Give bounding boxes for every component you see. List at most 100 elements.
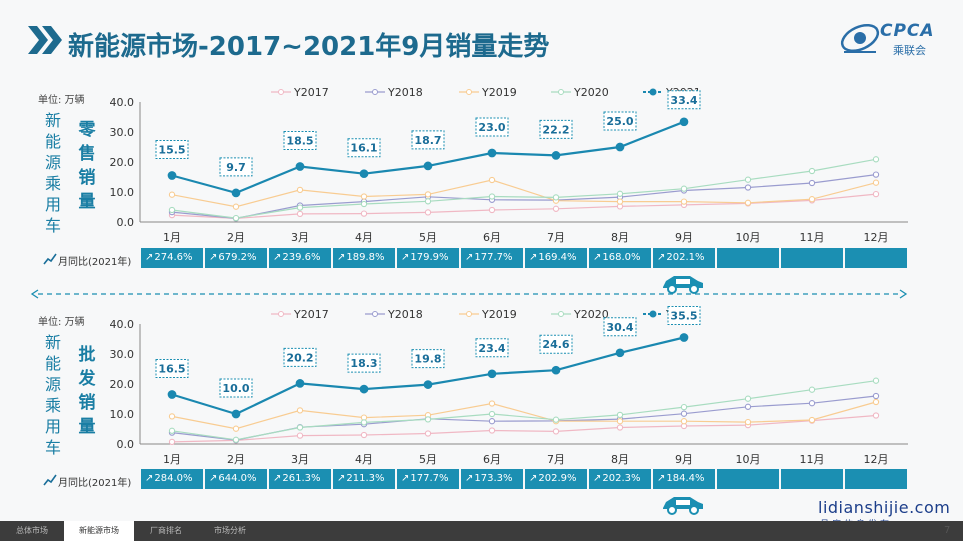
point-Y2017 [552,428,560,435]
series-line-Y2019 [171,179,877,208]
point-Y2019 [296,407,304,414]
tab-nev-market[interactable]: 新能源市场 [64,521,134,541]
data-label-text: 10.0 [222,382,249,395]
yoy-value: 274.6% [154,252,193,263]
point-Y2019 [616,198,624,205]
tab-overall-market[interactable]: 总体市场 [16,526,48,535]
legend-marker [466,311,472,317]
metric-label: 批发销量 [78,345,96,437]
legend-marker [372,311,378,317]
yoy-value: 211.3% [346,473,385,484]
tab-maker-ranking[interactable]: 厂商排名 [150,526,182,535]
point-Y2020 [488,410,496,418]
series-line-Y2019 [171,401,877,430]
point-Y2018 [808,400,816,407]
data-label: 30.4 [603,317,637,337]
series-line-Y2020 [171,158,877,219]
point-Y2020 [296,204,304,211]
x-tick-label: 12月 [864,231,889,244]
data-label: 16.1 [347,138,381,158]
series-line-Y2018 [171,174,877,220]
data-label: 18.5 [283,131,317,150]
data-label-box [155,140,189,159]
point-Y2020 [680,185,688,192]
yoy-value: 202.9% [538,473,577,484]
data-label-box [603,111,637,131]
car-icon [663,497,703,515]
legend-marker [649,310,657,318]
point-Y2020 [552,194,560,201]
yoy-cell: ↗202.1% [653,248,715,268]
page-title: 新能源市场-2017~2021年9月销量走势 [68,32,550,62]
point-Y2021 [551,151,561,160]
point-Y2020 [808,386,816,393]
point-Y2020 [232,436,240,443]
data-label-text: 16.5 [158,363,185,376]
legend-marker [466,89,472,95]
trend-up-icon: ↗ [209,473,218,484]
data-label: 19.8 [411,349,445,369]
point-Y2020 [360,419,368,426]
data-label-text: 18.7 [414,134,441,147]
yoy-cell [845,248,907,268]
yoy-cell: ↗211.3% [333,469,395,489]
yoy-cell: ↗184.4% [653,469,715,489]
yoy-cell [845,469,907,489]
x-tick-label: 9月 [675,453,693,466]
point-Y2019 [232,425,240,432]
point-Y2021 [231,409,241,419]
data-label-box [347,353,381,373]
retail-sales-chart: 0.0 10.0 20.0 30.0 40.0 1月 2月 3月 4月 5月 6月 7月 8月 9月 10月… [110,86,908,244]
x-tick-label: 1月 [163,453,181,466]
series-line-Y2017 [171,193,877,220]
point-Y2017 [488,206,496,214]
x-tick-label: 7月 [547,231,565,244]
point-Y2021 [615,348,625,358]
yoy-cell: ↗644.0% [205,469,267,489]
point-Y2021 [167,390,177,399]
point-Y2020 [360,200,368,208]
yoy-cell: ↗239.6% [269,248,331,268]
point-Y2020 [488,193,496,200]
trend-up-icon: ↗ [401,252,410,263]
data-label: 23.4 [475,338,509,358]
data-label-box [603,317,637,337]
legend-label: Y2019 [481,86,517,99]
trend-up-icon: ↗ [401,473,410,484]
point-Y2020 [168,206,176,214]
tab-market-analysis[interactable]: 市场分析 [214,526,246,535]
yoy-value: 644.0% [218,473,257,484]
point-Y2021 [295,162,305,171]
x-tick-label: 11月 [800,453,825,466]
point-Y2019 [616,418,624,425]
legend-label: Y2017 [293,308,329,321]
point-Y2017 [552,205,560,212]
legend-label: Y2018 [387,86,423,99]
trend-up-icon: ↗ [145,473,154,484]
point-Y2019 [808,416,816,424]
point-Y2019 [424,191,432,198]
yoy-value: 284.0% [154,473,193,484]
point-Y2020 [808,167,816,175]
point-Y2020 [744,395,752,402]
unit-label: 单位: 万辆 [38,95,85,106]
trend-up-icon: ↗ [465,473,474,484]
data-label-text: 9.7 [226,161,246,174]
data-label-text: 22.2 [542,123,569,136]
yoy-value: 239.6% [282,252,321,263]
series-line-Y2018 [171,395,877,441]
yoy-cell: ↗274.6% [141,248,203,268]
logo-subtext: 乘联会 [893,44,926,57]
point-Y2017 [296,432,304,439]
yoy-cell: ↗202.3% [589,469,651,489]
yoy-label: 月同比(2021年) [58,478,132,489]
trend-up-icon: ↗ [145,252,154,263]
data-label-text: 23.0 [478,121,505,134]
point-Y2019 [808,196,816,203]
data-label-text: 35.5 [670,310,697,323]
wholesale-sales-chart: 0.0 10.0 20.0 30.0 40.0 1月 2月 3月 4月 5月 6月 7月 8月 9月 10月… [110,306,908,466]
legend-marker [278,89,284,95]
point-Y2020 [616,190,624,197]
y-tick-label: 30.0 [110,126,135,139]
legend-marker [558,89,564,95]
